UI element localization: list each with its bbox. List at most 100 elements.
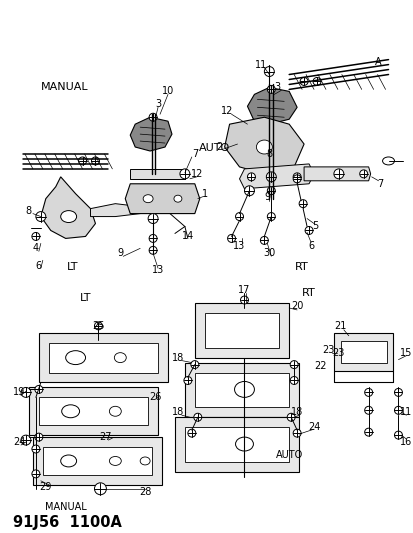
Ellipse shape (394, 431, 401, 439)
Text: 7: 7 (377, 179, 383, 189)
Text: MANUAL: MANUAL (45, 502, 86, 512)
Ellipse shape (267, 85, 275, 93)
Polygon shape (304, 167, 370, 181)
Text: 14: 14 (181, 231, 194, 241)
Text: 91J56  1100A: 91J56 1100A (13, 515, 122, 530)
Text: 23: 23 (332, 348, 344, 358)
Text: 3: 3 (154, 99, 161, 109)
Ellipse shape (109, 456, 121, 465)
Ellipse shape (62, 405, 79, 418)
Ellipse shape (21, 435, 31, 445)
Ellipse shape (190, 361, 198, 368)
Ellipse shape (35, 385, 43, 393)
Text: 1: 1 (201, 189, 207, 199)
Text: 28: 28 (139, 487, 151, 497)
Text: 18: 18 (290, 407, 303, 417)
Ellipse shape (235, 213, 243, 221)
Ellipse shape (32, 232, 40, 240)
Ellipse shape (382, 157, 394, 165)
Ellipse shape (32, 445, 40, 453)
Ellipse shape (256, 140, 272, 154)
Text: 27: 27 (99, 432, 112, 442)
Ellipse shape (299, 77, 307, 85)
Text: LT: LT (80, 293, 91, 303)
Ellipse shape (188, 429, 195, 437)
Bar (185, 427, 289, 462)
Bar (204, 313, 279, 348)
Ellipse shape (290, 361, 297, 368)
Ellipse shape (267, 187, 275, 195)
Text: 11: 11 (399, 407, 411, 417)
Bar (29, 387, 158, 435)
Text: 9: 9 (263, 192, 270, 201)
Ellipse shape (183, 376, 191, 384)
Ellipse shape (91, 157, 99, 165)
Text: 7: 7 (191, 149, 197, 159)
Text: AUTO: AUTO (199, 143, 230, 153)
Ellipse shape (149, 235, 157, 243)
Ellipse shape (240, 296, 248, 304)
Text: 9: 9 (117, 248, 123, 259)
Ellipse shape (364, 389, 372, 397)
Bar (340, 341, 386, 362)
Polygon shape (130, 169, 185, 179)
Ellipse shape (78, 157, 86, 165)
Ellipse shape (66, 351, 85, 365)
Polygon shape (130, 117, 171, 151)
Ellipse shape (247, 173, 255, 181)
Ellipse shape (333, 169, 343, 179)
Bar (175, 417, 299, 472)
Ellipse shape (143, 195, 153, 203)
Text: 5: 5 (311, 222, 317, 231)
Ellipse shape (109, 406, 121, 416)
Polygon shape (41, 177, 95, 238)
Ellipse shape (287, 413, 294, 421)
Ellipse shape (394, 389, 401, 397)
Text: 2: 2 (216, 142, 222, 152)
Text: 15: 15 (399, 348, 412, 358)
Ellipse shape (193, 413, 201, 421)
Text: 23: 23 (322, 345, 334, 354)
Text: 22: 22 (314, 361, 326, 370)
Polygon shape (239, 164, 313, 189)
Ellipse shape (32, 470, 40, 478)
Ellipse shape (149, 246, 157, 254)
Text: 11: 11 (255, 60, 267, 70)
Ellipse shape (304, 227, 312, 235)
Polygon shape (125, 184, 199, 214)
Ellipse shape (359, 170, 367, 178)
Text: 25: 25 (92, 321, 104, 331)
Text: 19: 19 (13, 387, 25, 398)
Ellipse shape (292, 173, 300, 181)
Ellipse shape (94, 483, 106, 495)
Ellipse shape (264, 67, 274, 77)
Text: 8: 8 (26, 206, 32, 216)
Text: 3: 3 (273, 83, 280, 92)
Text: AUTO: AUTO (275, 450, 302, 460)
Ellipse shape (292, 175, 300, 183)
Ellipse shape (140, 457, 150, 465)
Ellipse shape (35, 433, 43, 441)
Text: 21: 21 (334, 321, 346, 331)
Text: 18: 18 (171, 407, 184, 417)
Polygon shape (247, 87, 297, 124)
Text: LT: LT (67, 262, 78, 272)
Bar (39, 398, 148, 425)
Ellipse shape (173, 195, 181, 202)
Ellipse shape (148, 214, 158, 223)
Ellipse shape (180, 169, 190, 179)
Text: 12: 12 (221, 106, 233, 116)
Bar (33, 437, 161, 485)
Bar (49, 343, 158, 373)
Ellipse shape (61, 211, 76, 222)
Ellipse shape (364, 428, 372, 436)
Ellipse shape (290, 376, 297, 384)
Text: 8: 8 (266, 149, 272, 159)
Text: 6: 6 (307, 241, 313, 252)
Text: RT: RT (294, 262, 307, 272)
Ellipse shape (292, 429, 300, 437)
Bar (333, 333, 392, 370)
Ellipse shape (114, 353, 126, 362)
Text: 29: 29 (40, 482, 52, 492)
Ellipse shape (260, 237, 268, 245)
